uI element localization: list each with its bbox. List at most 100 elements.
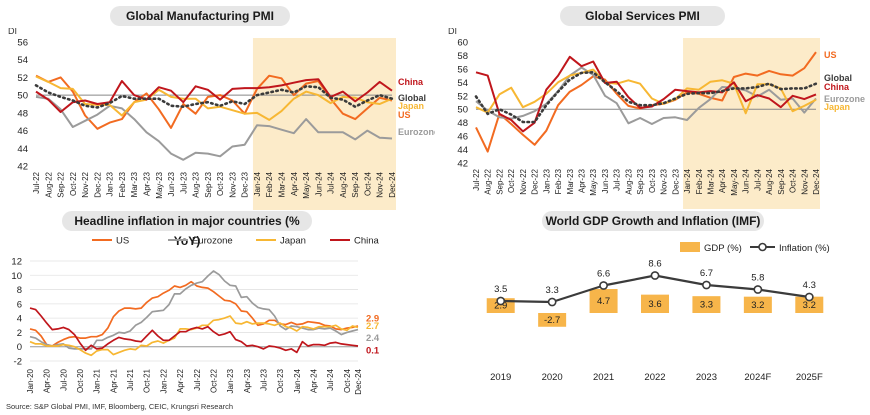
inflation-marker <box>753 285 763 294</box>
x-tick-label: Jul-21 <box>126 368 135 390</box>
x-tick-label: Sep-24 <box>777 168 786 194</box>
series-line-global <box>474 70 818 124</box>
x-tick-label: Dec-22 <box>531 168 540 194</box>
x-tick-label: Nov-24 <box>800 168 809 194</box>
y-tick-label: 12 <box>11 257 22 268</box>
y-tick-label: 46 <box>457 132 468 143</box>
legend-label-japan: Japan <box>280 236 306 247</box>
gdp-bar-label: 3.6 <box>648 299 661 310</box>
x-category-label: 2021 <box>593 372 614 383</box>
x-tick-label: Jul-22 <box>472 168 481 190</box>
x-tick-label: Oct-24 <box>363 171 372 196</box>
series-label-eurozone: Eurozone <box>398 127 435 137</box>
x-tick-label: Jul-24 <box>326 368 335 390</box>
x-tick-label: Apr-23 <box>243 368 252 393</box>
x-tick-label: Jul-22 <box>193 368 202 390</box>
x-tick-label: Oct-22 <box>69 171 78 196</box>
x-category-label: 2025F <box>796 372 823 383</box>
x-tick-label: Aug-23 <box>624 168 633 194</box>
x-tick-label: Aug-23 <box>192 171 201 197</box>
gdp-bar <box>795 296 824 313</box>
y-tick-label: 52 <box>457 91 468 102</box>
x-tick-label: Oct-23 <box>216 171 225 196</box>
x-tick-label: Sep-22 <box>495 168 504 194</box>
x-tick-label: Apr-23 <box>578 168 587 193</box>
x-tick-label: Nov-23 <box>660 168 669 194</box>
y-axis-label: DI <box>448 28 457 36</box>
x-tick-label: Jan-23 <box>226 368 235 393</box>
gdp-bar-label: 3.2 <box>803 300 816 311</box>
gdp-bar <box>641 294 669 313</box>
series-label-japan: Japan <box>824 102 850 112</box>
x-tick-label: Aug-24 <box>339 171 348 197</box>
x-tick-label: Nov-23 <box>228 171 237 197</box>
x-tick-label: Jan-21 <box>93 368 102 393</box>
y-tick-label: 48 <box>17 108 28 119</box>
x-tick-label: Jul-23 <box>613 168 622 190</box>
x-tick-label: Mar-23 <box>130 171 139 197</box>
gdp-bar <box>538 313 567 327</box>
series-label-global: Global <box>398 93 426 103</box>
legend-label-inflation: Inflation (%) <box>779 243 830 254</box>
gdp-bar-label: -2.7 <box>544 315 560 326</box>
x-tick-label: Dec-22 <box>93 171 102 197</box>
x-tick-label: Jan-24 <box>683 168 692 193</box>
x-category-label: 2020 <box>542 372 563 383</box>
inflation-title: Headline inflation in major countries (%… <box>62 211 312 248</box>
inflation-label: 5.8 <box>751 273 764 284</box>
series-label-global: Global <box>824 73 852 83</box>
inflation-label: 3.5 <box>494 284 507 295</box>
x-category-label: 2019 <box>490 372 511 383</box>
x-tick-label: Aug-22 <box>484 168 493 194</box>
x-tick-label: Apr-22 <box>176 368 185 393</box>
series-line-japan <box>475 68 817 115</box>
x-tick-label: Jan-23 <box>542 168 551 193</box>
x-tick-label: Apr-24 <box>718 168 727 193</box>
x-tick-label: Aug-22 <box>44 171 53 197</box>
y-tick-label: 48 <box>457 118 468 129</box>
inflation-marker <box>804 292 814 302</box>
x-tick-label: Apr-24 <box>310 368 319 393</box>
x-tick-label: Jun-23 <box>167 171 176 196</box>
gdp-bar-label: 3.3 <box>700 300 713 311</box>
y-tick-label: 54 <box>457 78 468 89</box>
mfg-pmi-title: Global Manufacturing PMI <box>110 6 290 26</box>
y-tick-label: 0 <box>17 342 22 353</box>
series-line-china <box>35 78 393 113</box>
y-tick-label: 46 <box>17 126 28 137</box>
x-tick-label: Jul-23 <box>179 171 188 193</box>
inflation-label: 6.6 <box>597 269 610 280</box>
x-tick-label: May-23 <box>589 168 598 195</box>
x-tick-label: Jul-22 <box>32 171 41 193</box>
gdp-inflation-chart: GDP (%) Inflation (%) 2.9 -2.7 4.7 3.6 3.3 3.2 3… <box>486 242 830 383</box>
svc-pmi-chart: DI 42 44 46 48 50 52 54 56 58 60 Jul-22 Aug-22 Sep-22… <box>448 28 865 209</box>
end-label-china: 0.1 <box>366 346 380 357</box>
x-tick-label: Sep-23 <box>204 171 213 197</box>
svc-pmi-title: Global Services PMI <box>560 6 725 26</box>
x-tick-label: Oct-24 <box>789 168 798 193</box>
x-tick-label: Jun-23 <box>601 168 610 193</box>
inflation-marker <box>599 281 608 290</box>
series-label-china: China <box>824 82 850 92</box>
end-label-us: 2.9 <box>366 314 379 325</box>
gdp-bar-label: 3.2 <box>751 300 764 311</box>
forecast-shade <box>252 38 396 210</box>
x-tick-label: Apr-23 <box>142 171 151 196</box>
x-tick-label: Aug-24 <box>765 168 774 194</box>
x-tick-label: Jun-24 <box>314 171 323 196</box>
x-tick-label: Jan-22 <box>159 368 168 393</box>
series-label-eurozone: Eurozone <box>824 94 865 104</box>
y-tick-label: 56 <box>457 64 468 75</box>
inflation-label: 6.7 <box>700 268 713 279</box>
series-label-japan: Japan <box>398 101 424 111</box>
inflation-marker <box>702 280 711 290</box>
y-tick-label: 60 <box>457 38 468 49</box>
series-line-global <box>34 84 394 109</box>
y-tick-label: 50 <box>17 91 28 102</box>
gdp-bar-label: 4.7 <box>597 296 610 307</box>
x-tick-label: Nov-22 <box>519 168 528 194</box>
x-tick-label: May-23 <box>155 171 164 198</box>
y-tick-label: 2 <box>17 328 22 339</box>
x-tick-label: Oct-22 <box>507 168 516 193</box>
